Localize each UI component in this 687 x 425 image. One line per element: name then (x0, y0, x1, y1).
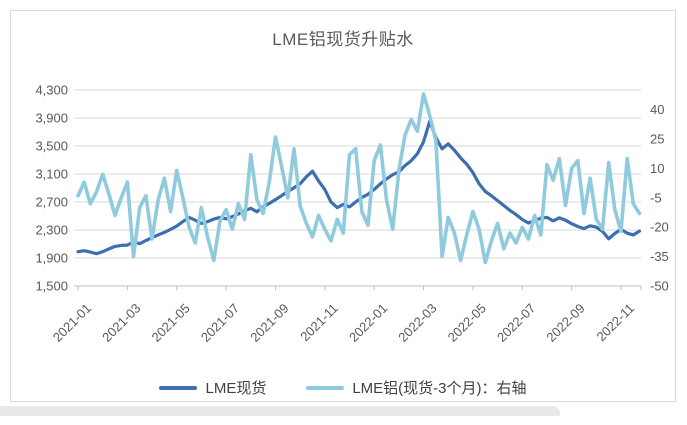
right-axis-tick-label: -35 (650, 249, 669, 264)
x-tick-label: 2022-01 (346, 301, 390, 345)
line-chart: 2021-01 2021-03 2021-05 2021-07 2021-09 2021-… (35, 83, 669, 345)
legend-swatch-dark-blue (159, 385, 198, 390)
left-axis-tick-label: 3,100 (35, 167, 68, 182)
x-tick-label: 2022-11 (593, 301, 637, 345)
chart-legend: LME现货 LME铝(现货-3个月)：右轴 (11, 377, 675, 398)
x-tick-label: 2021-11 (297, 301, 341, 345)
legend-swatch-light-blue (306, 385, 345, 390)
x-tick-label: 2021-07 (198, 301, 242, 345)
left-axis-tick-label: 4,300 (35, 83, 68, 98)
left-axis-tick-label: 1,900 (35, 251, 68, 266)
left-axis-tick-label: 1,500 (35, 279, 68, 294)
chart-card: LME铝现货升贴水 2021-01 2021-03 2021-05 2021-07 20… (10, 10, 676, 402)
right-axis-tick-label: -50 (650, 279, 669, 294)
x-tick-label: 2022-07 (494, 301, 538, 345)
x-tick-label: 2021-01 (50, 301, 94, 345)
series-line-lme-spread (76, 92, 642, 265)
legend-label-lme-spread: LME铝(现货-3个月)：右轴 (352, 380, 527, 397)
x-tick-label: 2021-05 (148, 301, 192, 345)
bottom-panel-edge (0, 406, 560, 416)
right-axis-tick-label: -5 (650, 190, 662, 205)
chart-title: LME铝现货升贴水 (272, 30, 414, 49)
right-axis-tick-label: 40 (650, 102, 664, 117)
right-axis-tick-label: -20 (650, 220, 669, 235)
x-tick-label: 2021-09 (247, 301, 291, 345)
left-axis-tick-label: 2,300 (35, 223, 68, 238)
series-line-lme-spot (76, 119, 642, 256)
left-axis-tick-label: 3,900 (35, 111, 68, 126)
left-axis-tick-label: 3,500 (35, 139, 68, 154)
legend-item-lme-spot[interactable]: LME现货 (159, 377, 266, 398)
legend-label-lme-spot: LME现货 (205, 380, 267, 397)
x-tick-label: 2022-05 (445, 301, 489, 345)
x-tick-label: 2021-03 (99, 301, 143, 345)
right-axis-tick-label: 10 (650, 161, 664, 176)
legend-item-lme-spread[interactable]: LME铝(现货-3个月)：右轴 (306, 377, 527, 398)
x-tick-label: 2022-09 (543, 301, 587, 345)
x-tick-label: 2022-03 (395, 301, 439, 345)
left-axis-tick-label: 2,700 (35, 195, 68, 210)
right-axis-tick-label: 25 (650, 132, 664, 147)
